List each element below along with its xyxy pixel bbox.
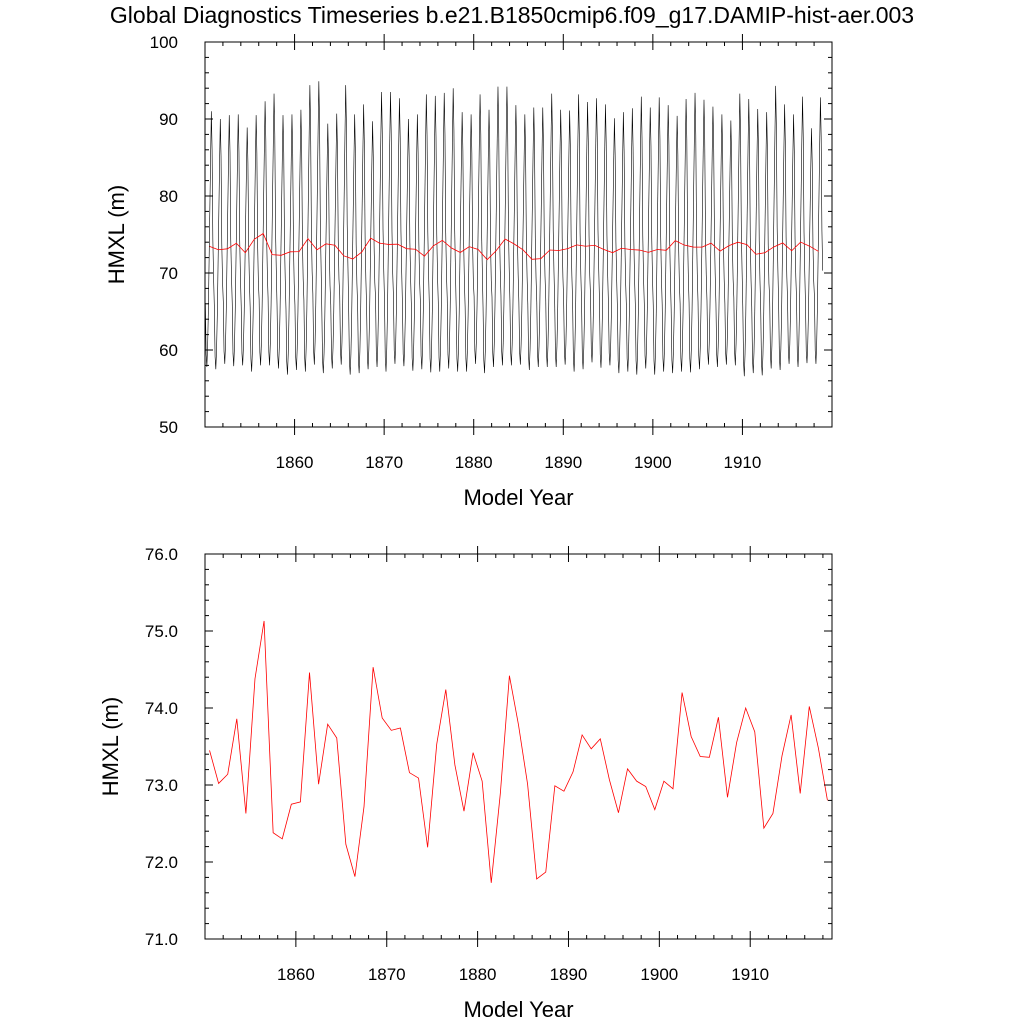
top-plot-frame <box>204 41 833 428</box>
bottom-x-tick-label: 1870 <box>368 965 406 984</box>
top-y-axis-label: HMXL (m) <box>104 185 129 284</box>
top-x-tick-label: 1890 <box>544 453 582 472</box>
page-title: Global Diagnostics Timeseries b.e21.B185… <box>110 2 914 28</box>
bottom-y-tick-label: 74.0 <box>145 699 178 718</box>
bottom-x-tick-label: 1880 <box>459 965 497 984</box>
top-x-axis-label: Model Year <box>463 485 573 510</box>
bottom-x-tick-label: 1890 <box>550 965 588 984</box>
top-y-tick-label: 50 <box>159 418 178 437</box>
top-series-annual-line <box>209 232 819 261</box>
top-panel: 1860 1870 1880 1890 1900 1910 50 60 70 80 90 100 Mo… <box>104 33 833 510</box>
bottom-y-axis-label: HMXL (m) <box>98 697 123 796</box>
top-y-tick-label: 80 <box>159 187 178 206</box>
bottom-y-tick-label: 76.0 <box>145 545 178 564</box>
top-series-monthly-line <box>205 81 823 377</box>
top-y-tick-label: 90 <box>159 110 178 129</box>
bottom-y-tick-label: 73.0 <box>145 776 178 795</box>
bottom-x-tick-label: 1900 <box>640 965 678 984</box>
bottom-panel: 1860 1870 1880 1890 1900 1910 71.0 72.0 73.0 74.0… <box>98 545 833 1022</box>
top-y-tick-label: 60 <box>159 341 178 360</box>
top-y-tick-label: 70 <box>159 264 178 283</box>
bottom-x-tick-label: 1910 <box>731 965 769 984</box>
bottom-plot-frame <box>204 553 833 940</box>
top-x-tick-label: 1860 <box>276 453 314 472</box>
top-x-tick-label: 1880 <box>455 453 493 472</box>
bottom-y-tick-label: 75.0 <box>145 622 178 641</box>
bottom-x-tick-label: 1860 <box>277 965 315 984</box>
bottom-y-tick-label: 72.0 <box>145 853 178 872</box>
bottom-y-tick-label: 71.0 <box>145 930 178 949</box>
bottom-x-axis-label: Model Year <box>463 997 573 1022</box>
top-y-tick-label: 100 <box>150 33 178 52</box>
top-x-tick-label: 1870 <box>365 453 403 472</box>
top-x-tick-label: 1910 <box>724 453 762 472</box>
bottom-series-annual-line <box>209 620 828 883</box>
top-x-tick-label: 1900 <box>634 453 672 472</box>
